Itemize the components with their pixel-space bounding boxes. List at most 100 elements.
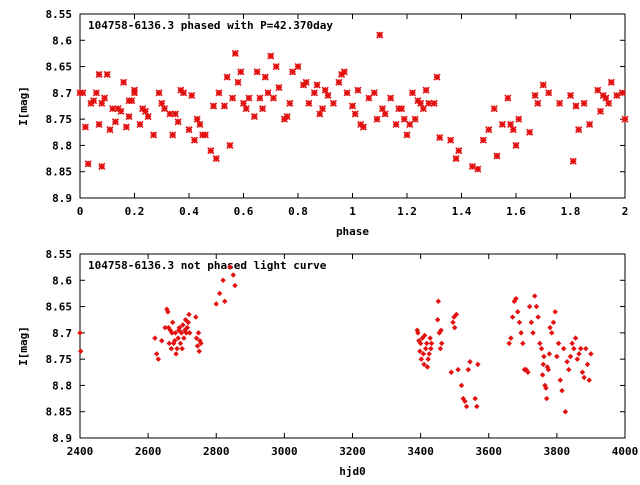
- data-point: [84, 160, 92, 168]
- data-point: [169, 131, 177, 139]
- data-point: [125, 112, 133, 121]
- data-point: [179, 89, 188, 97]
- unphased-panel: 104758-6136.3 not phased light curve hjd…: [17, 248, 638, 478]
- data-point: [580, 99, 588, 107]
- data-point: [343, 89, 351, 97]
- axis-ticks: 0 0.2 0.4 0.6 0.8 1 1.2 1.4 1.6 1.8 2 8.55 8.6 8.65 8.…: [46, 8, 629, 218]
- data-point: [579, 369, 586, 376]
- data-point: [150, 131, 158, 139]
- data-point: [95, 120, 103, 128]
- data-point: [559, 387, 565, 394]
- data-point: [194, 343, 201, 349]
- data-point: [515, 115, 523, 123]
- data-point: [201, 131, 209, 139]
- data-point: [435, 298, 442, 305]
- x-tick-label: 4000: [612, 445, 639, 458]
- data-points: [77, 264, 594, 415]
- chart-title: 104758-6136.3 not phased light curve: [88, 259, 327, 272]
- data-point: [234, 78, 242, 86]
- data-point: [556, 99, 564, 107]
- x-tick-label: 1.2: [397, 205, 417, 218]
- data-point: [230, 272, 237, 278]
- data-point: [222, 298, 228, 305]
- data-point: [237, 68, 245, 76]
- data-point: [451, 324, 458, 331]
- data-point: [581, 374, 587, 381]
- data-point: [158, 99, 166, 107]
- data-point: [455, 366, 461, 373]
- data-point: [474, 165, 482, 173]
- data-point: [98, 162, 106, 171]
- data-point: [95, 70, 103, 79]
- data-point: [576, 351, 582, 357]
- data-point: [506, 120, 515, 128]
- data-point: [621, 115, 629, 123]
- data-point: [418, 356, 425, 362]
- y-tick-label: 8.65: [46, 301, 73, 314]
- data-point: [168, 345, 175, 352]
- data-point: [215, 89, 223, 97]
- y-tick-label: 8.85: [46, 166, 73, 179]
- data-point: [269, 94, 278, 102]
- data-point: [421, 332, 428, 339]
- data-point: [528, 319, 535, 326]
- data-point: [534, 99, 542, 107]
- x-tick-label: 0: [77, 205, 84, 218]
- x-tick-label: 0.6: [234, 205, 254, 218]
- data-point: [103, 70, 111, 79]
- data-point: [508, 335, 514, 341]
- data-point: [605, 99, 613, 107]
- data-point: [514, 309, 521, 315]
- y-tick-label: 8.6: [52, 34, 72, 47]
- data-point: [193, 314, 199, 320]
- data-point: [417, 348, 423, 354]
- data-point: [232, 282, 238, 289]
- data-point: [180, 322, 186, 328]
- data-point: [196, 120, 204, 128]
- x-axis-label: phase: [336, 225, 369, 238]
- data-point: [335, 78, 343, 86]
- data-point: [264, 89, 272, 97]
- data-point: [392, 120, 400, 128]
- data-point: [81, 123, 90, 131]
- y-axis-label: I[mag]: [17, 86, 30, 126]
- data-point: [173, 351, 179, 357]
- data-point: [223, 73, 231, 81]
- data-point: [467, 359, 473, 365]
- data-point: [509, 126, 517, 134]
- data-point: [144, 112, 152, 121]
- data-point: [596, 107, 605, 115]
- data-point: [447, 136, 455, 144]
- data-point: [185, 319, 192, 326]
- data-point: [212, 155, 220, 163]
- data-point: [111, 118, 119, 126]
- data-point: [526, 303, 533, 310]
- data-point: [555, 340, 562, 347]
- data-point: [178, 330, 185, 336]
- data-point: [520, 340, 526, 347]
- data-point: [545, 89, 553, 97]
- x-tick-label: 3000: [271, 445, 298, 458]
- data-point: [415, 330, 421, 336]
- data-point: [545, 366, 552, 373]
- data-point: [541, 353, 547, 360]
- y-tick-label: 8.55: [46, 248, 73, 261]
- y-tick-label: 8.8: [52, 139, 72, 152]
- data-point: [475, 361, 481, 368]
- data-point: [498, 120, 506, 128]
- data-point: [283, 112, 291, 121]
- y-tick-label: 8.8: [52, 379, 72, 392]
- y-tick-label: 8.85: [46, 406, 73, 419]
- data-point: [245, 94, 253, 102]
- data-point: [198, 340, 204, 347]
- data-point: [175, 335, 181, 341]
- data-point: [90, 97, 98, 105]
- data-point: [171, 110, 179, 118]
- data-point: [538, 345, 545, 352]
- data-point: [594, 86, 602, 94]
- data-point: [272, 63, 280, 71]
- x-tick-label: 1.6: [506, 205, 526, 218]
- data-point: [294, 63, 302, 71]
- data-point: [321, 86, 329, 94]
- data-point: [286, 99, 294, 107]
